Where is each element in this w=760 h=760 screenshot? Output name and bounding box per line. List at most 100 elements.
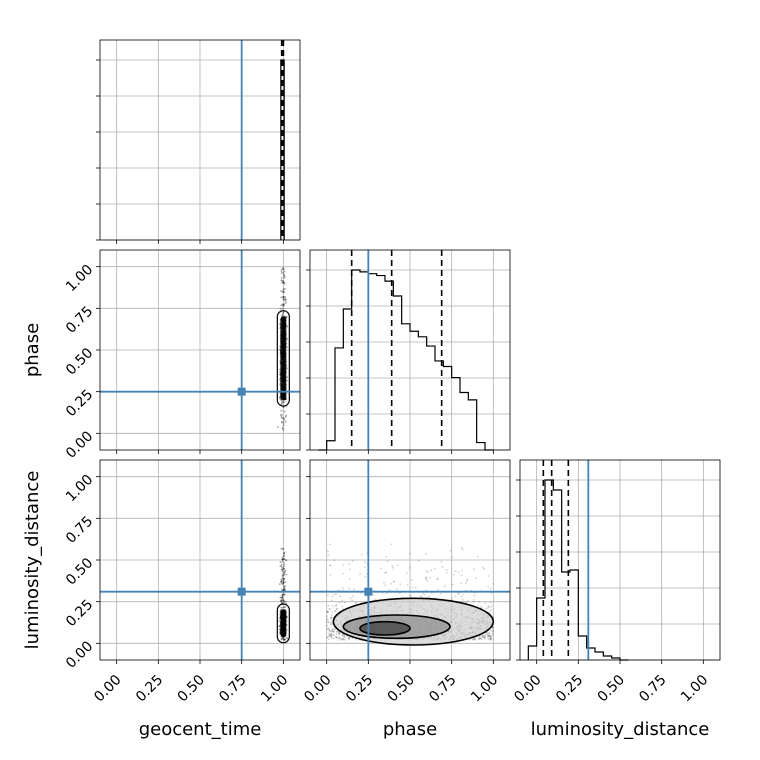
scatter-point [281,279,284,282]
scatter-point [280,270,283,273]
scatter-point [393,580,395,583]
scatter-point [485,607,488,610]
scatter-point [285,637,288,639]
scatter-point [336,607,338,610]
scatter-point [282,582,285,585]
scatter-point [284,297,287,300]
scatter-point [479,637,481,640]
scatter-point [339,595,341,598]
scatter-point [282,557,285,560]
scatter-point [282,417,285,419]
scatter-point [436,589,439,591]
scatter-point [385,556,388,558]
scatter-point [282,574,285,577]
scatter-point [391,566,394,569]
scatter-point [282,606,284,609]
scatter-point [423,593,426,596]
scatter-point [420,595,423,597]
y-tick-label: 0.75 [63,303,96,336]
scatter-point [280,600,283,603]
y-tick-label: 0.50 [63,345,96,378]
scatter-point [281,582,283,585]
scatter-point [326,636,329,639]
scatter-point [283,586,286,589]
scatter-point [282,295,285,298]
scatter-point [283,558,286,560]
scatter-point [283,281,286,284]
scatter-point [425,578,428,581]
scatter-point [282,304,285,307]
scatter-point [343,601,346,604]
scatter-point [326,615,329,618]
scatter-point [492,630,495,632]
scatter-point [347,638,350,641]
scatter-point [286,637,289,640]
scatter-point [281,601,284,604]
truth-marker [237,387,246,396]
scatter-point [484,634,487,637]
scatter-point [280,606,283,609]
y-tick-label: 0.00 [63,428,96,461]
scatter-point [282,578,285,581]
scatter-point [332,630,335,633]
scatter-point [330,636,333,639]
x-tick-label: 1.00 [258,672,291,705]
scatter-point [487,634,490,637]
scatter-geocent_time-phase [276,266,290,431]
scatter-point [282,637,285,640]
scatter-point [490,609,493,611]
scatter-point [326,610,328,613]
scatter-point [342,564,345,566]
panel-2d-phase-luminosity_distance [309,459,511,661]
scatter-point [285,315,288,318]
scatter-point [386,560,389,563]
scatter-point [281,597,284,600]
scatter-point [446,571,449,574]
scatter-point [281,577,284,580]
scatter-point [465,582,468,585]
scatter-point [281,596,283,599]
scatter-point [481,566,484,569]
scatter-point [472,568,475,571]
scatter-point [281,400,284,403]
scatter-point [283,600,286,603]
scatter-point [280,581,283,584]
scatter-point [282,312,284,315]
scatter-point [282,303,285,306]
scatter-point [283,419,285,422]
scatter-point [385,592,388,595]
scatter-point [338,632,340,635]
y-tick-label: 0.00 [63,638,96,671]
scatter-point [422,592,425,595]
x-tick-label: 0.75 [426,672,459,705]
scatter-point [282,266,284,269]
scatter-point [354,638,357,641]
scatter-point [286,615,289,618]
scatter-point [282,424,285,427]
scatter-point [329,630,331,633]
scatter-point [282,298,285,300]
panel-2d-geocent_time-phase [99,249,301,451]
scatter-point [282,428,285,431]
scatter-point [284,588,286,590]
scatter-point [280,568,283,571]
scatter-point [429,576,432,579]
scatter-point [283,577,286,580]
scatter-point [485,633,488,636]
scatter-point [331,623,334,625]
scatter-point [483,636,485,639]
scatter-point [283,275,286,278]
scatter-point [283,553,286,555]
scatter-point [341,605,343,608]
scatter-point [326,628,329,631]
scatter-point [330,635,333,637]
scatter-point [483,636,486,639]
scatter-point [487,638,490,640]
scatter-point [409,566,411,569]
scatter-point [329,623,332,626]
scatter-point [410,579,413,581]
scatter-point [388,588,391,591]
scatter-point [487,606,489,609]
scatter-point [489,636,492,638]
scatter-point [285,414,288,417]
